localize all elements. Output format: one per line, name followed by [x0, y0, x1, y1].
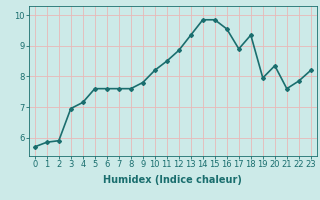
X-axis label: Humidex (Indice chaleur): Humidex (Indice chaleur)	[103, 175, 242, 185]
